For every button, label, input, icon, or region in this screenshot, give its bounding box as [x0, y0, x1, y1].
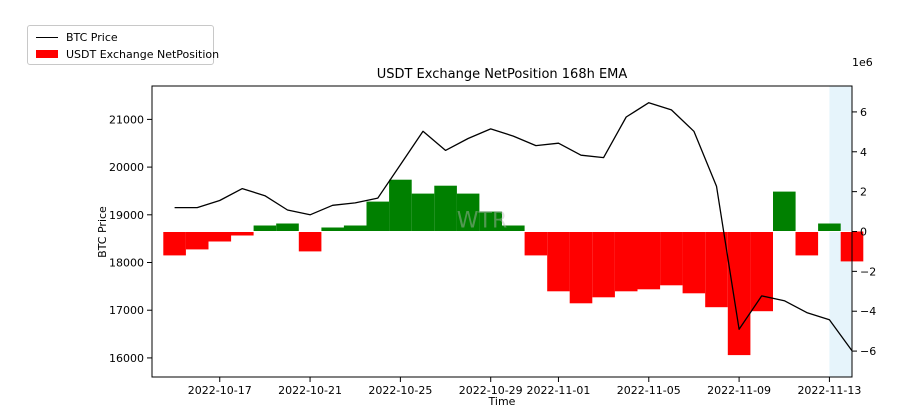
netposition-bars	[163, 179, 864, 356]
netposition-bar	[502, 225, 525, 232]
x-tick-label: 2022-10-21	[278, 384, 342, 397]
legend-item-btc-price: BTC Price	[36, 30, 118, 44]
netposition-bar	[614, 231, 638, 292]
legend-label: USDT Exchange NetPosition	[66, 47, 220, 61]
left-tick-label: 17000	[109, 304, 144, 317]
netposition-bar	[456, 193, 480, 232]
x-tick-label: 2022-10-17	[188, 384, 252, 397]
y-axis-label: BTC Price	[96, 206, 109, 258]
left-tick-label: 18000	[109, 257, 144, 270]
netposition-bar	[547, 231, 570, 292]
netposition-bar	[185, 231, 209, 250]
netposition-bar	[366, 201, 390, 232]
legend-item-netposition: USDT Exchange NetPosition	[36, 47, 219, 61]
netposition-bar	[411, 193, 435, 232]
btc-price-line	[174, 102, 853, 352]
x-axis: 2022-10-17 2022-10-21 2022-10-25 2022-10-29…	[188, 377, 861, 397]
right-tick-label: 6	[860, 106, 867, 119]
netposition-bar	[682, 231, 706, 294]
right-tick-label: 2	[860, 186, 867, 199]
x-tick-label: 2022-11-09	[707, 384, 771, 397]
watermark-text: WTR	[457, 209, 507, 234]
left-tick-label: 21000	[109, 113, 144, 126]
netposition-bar	[637, 231, 661, 290]
netposition-bar	[479, 211, 502, 232]
x-axis-label: Time	[488, 395, 516, 408]
x-tick-label: 2022-11-05	[617, 384, 681, 397]
chart-title: USDT Exchange NetPosition 168h EMA	[377, 67, 628, 82]
netposition-bar	[434, 185, 457, 232]
x-tick-label: 2022-10-29	[459, 384, 523, 397]
left-tick-label: 16000	[109, 352, 144, 365]
netposition-bar	[705, 231, 728, 308]
right-tick-label: −2	[860, 265, 876, 278]
netposition-bar	[253, 225, 277, 232]
netposition-bar	[524, 231, 548, 256]
right-tick-label: 0	[860, 226, 867, 239]
netposition-bar	[321, 227, 344, 232]
x-tick-label: 2022-11-13	[797, 384, 861, 397]
netposition-bar	[750, 231, 773, 312]
netposition-bar	[276, 223, 299, 232]
left-tick-label: 20000	[109, 161, 144, 174]
x-tick-label: 2022-10-25	[368, 384, 432, 397]
legend: BTC Price USDT Exchange NetPosition	[27, 25, 219, 65]
legend-patch-swatch	[36, 50, 58, 58]
netposition-bar	[298, 231, 322, 252]
netposition-bar	[818, 223, 841, 232]
x-tick-label: 2022-11-01	[526, 384, 590, 397]
netposition-bar	[231, 231, 254, 236]
right-tick-label: −4	[860, 305, 876, 318]
netposition-bar	[343, 225, 367, 232]
netposition-bar	[795, 231, 819, 256]
netposition-bar	[389, 179, 412, 232]
netposition-bar	[163, 231, 186, 256]
netposition-bar	[208, 231, 232, 242]
netposition-bar	[592, 231, 615, 298]
legend-label: BTC Price	[66, 30, 118, 44]
left-axis: 16000 17000 18000 19000 20000 21000	[109, 113, 152, 365]
right-axis: 6 4 2 0 −2 −4 −6	[852, 106, 876, 358]
netposition-bar	[660, 231, 683, 286]
right-axis-multiplier: 1e6	[852, 56, 873, 69]
right-tick-label: 4	[860, 146, 867, 159]
netposition-bar	[727, 231, 751, 356]
legend-line-swatch	[36, 36, 58, 38]
left-tick-label: 19000	[109, 209, 144, 222]
netposition-bar	[569, 231, 593, 304]
right-tick-label: −6	[860, 345, 876, 358]
netposition-bar	[773, 191, 796, 232]
